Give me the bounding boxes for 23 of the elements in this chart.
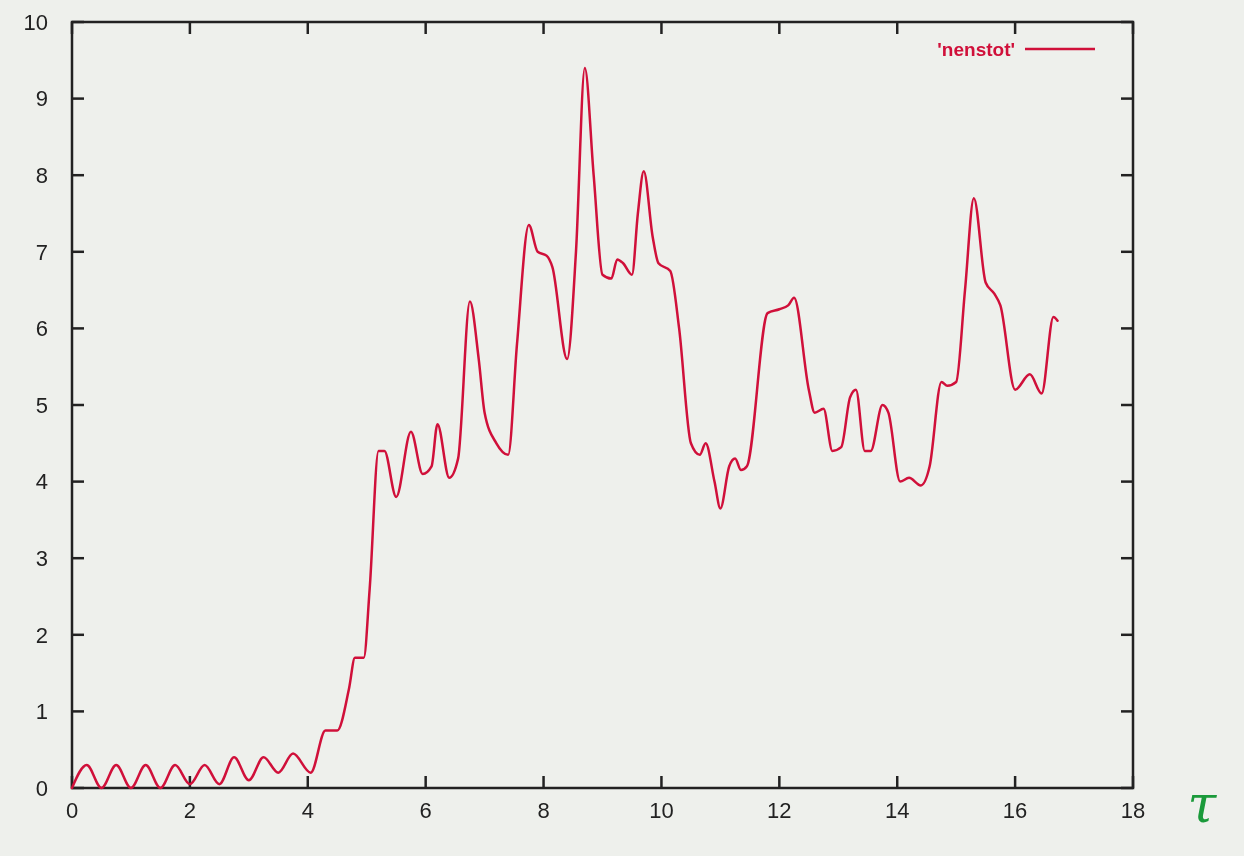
y-tick-label: 0: [35, 775, 48, 801]
x-tick-label: 12: [767, 798, 792, 823]
legend-label: 'nenstot': [937, 38, 1015, 60]
y-tick-label: 4: [35, 469, 48, 495]
y-tick-label: 3: [35, 545, 48, 571]
x-tick-label: 10: [649, 798, 674, 823]
x-tick-label: 6: [419, 798, 432, 823]
y-tick-label: 8: [35, 162, 48, 188]
y-tick-label: 9: [35, 86, 48, 112]
x-axis-title: τ: [1187, 774, 1218, 834]
y-tick-label: 5: [35, 392, 48, 418]
y-tick-label: 6: [35, 316, 48, 342]
y-tick-label: 1: [35, 699, 48, 725]
x-tick-label: 18: [1120, 798, 1146, 823]
x-tick-label: 4: [301, 798, 314, 823]
x-tick-label: 0: [65, 798, 79, 823]
y-tick-label: 2: [35, 622, 48, 648]
x-tick-label: 16: [1002, 798, 1028, 823]
x-tick-label: 2: [183, 798, 197, 823]
x-tick-label: 14: [884, 798, 910, 823]
y-tick-label: 10: [23, 9, 48, 35]
x-tick-label: 8: [537, 798, 550, 823]
y-tick-label: 7: [35, 239, 48, 265]
